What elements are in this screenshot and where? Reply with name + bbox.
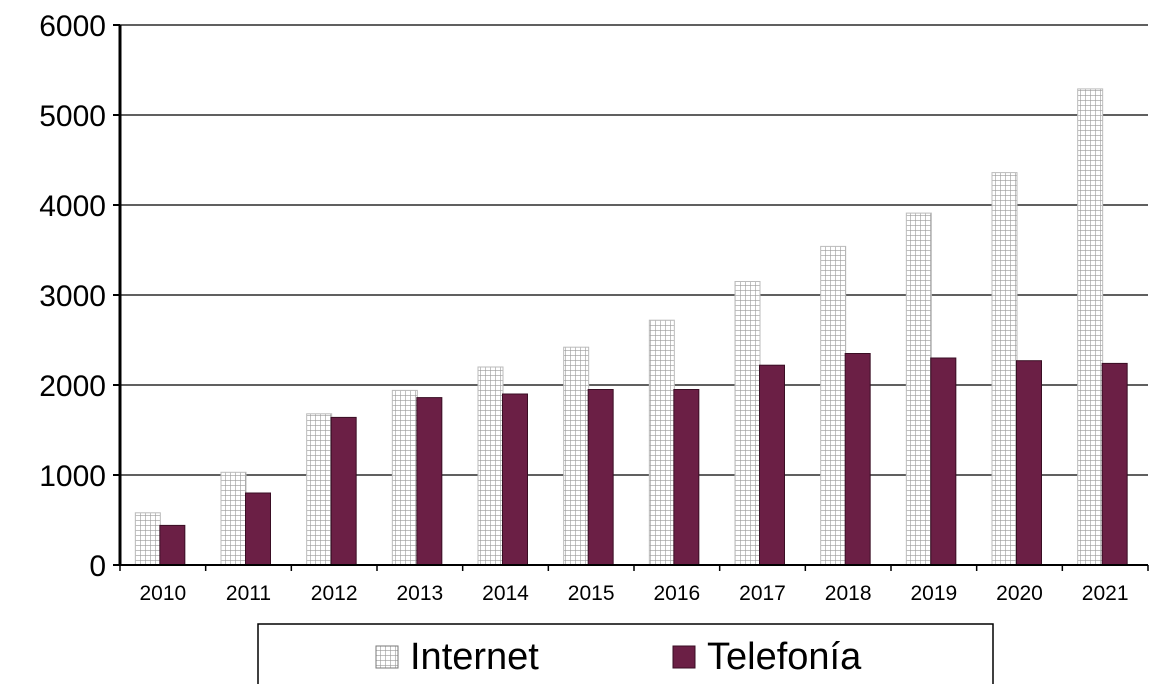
x-tick-label: 2020 — [996, 582, 1043, 605]
bar-telefona-2015 — [587, 389, 614, 566]
gridlines — [113, 24, 1148, 566]
y-tick-label: 0 — [89, 550, 106, 583]
bar-internet-2013 — [391, 389, 418, 566]
bar-internet-2012 — [306, 413, 333, 566]
bar-telefona-2016 — [673, 389, 700, 566]
x-tick-label: 2014 — [482, 582, 529, 605]
bar-internet-2015 — [563, 346, 590, 566]
y-tick-label: 4000 — [39, 190, 106, 223]
legend-swatch-internet — [375, 645, 399, 669]
x-tick-label: 2010 — [139, 582, 186, 605]
bar-internet-2011 — [220, 471, 247, 566]
x-tick-label: 2011 — [226, 582, 271, 605]
x-tick-label: 2017 — [739, 582, 786, 605]
x-tick-label: 2013 — [396, 582, 443, 605]
y-tick-label: 6000 — [39, 10, 106, 43]
x-tick-label: 2012 — [311, 582, 358, 605]
x-tick-label: 2015 — [568, 582, 615, 605]
bar-telefona-2012 — [330, 416, 357, 566]
bar-internet-2014 — [477, 366, 504, 566]
x-tick-label: 2018 — [825, 582, 872, 605]
bar-internet-2017 — [734, 281, 761, 566]
bar-internet-2018 — [820, 245, 847, 566]
legend-label-internet: Internet — [410, 636, 539, 678]
bar-telefona-2017 — [759, 364, 785, 566]
y-tick-label: 3000 — [39, 280, 106, 313]
legend-box — [257, 623, 994, 684]
x-tick-label: 2021 — [1082, 582, 1129, 605]
y-tick-labels: 0 1000 2000 3000 4000 5000 6000 — [39, 10, 106, 583]
bar-telefona-2010 — [159, 524, 186, 566]
y-tick-label: 5000 — [39, 100, 106, 133]
bar-internet-2020 — [991, 172, 1018, 566]
legend: Internet Telefonía — [257, 623, 994, 684]
bar-internet-2019 — [905, 212, 932, 566]
bar-telefona-2021 — [1101, 362, 1128, 566]
y-tick-label: 1000 — [39, 460, 106, 493]
bars — [134, 88, 1128, 566]
x-tick-labels: 2010 2011 2012 2013 2014 2015 2016 2017 2018 2019… — [139, 582, 1128, 605]
bar-internet-2016 — [648, 319, 675, 566]
x-tick-label: 2016 — [653, 582, 700, 605]
bar-telefona-2011 — [245, 492, 271, 566]
bar-telefona-2020 — [1016, 360, 1042, 566]
bar-telefona-2014 — [502, 393, 528, 566]
legend-label-telefonia: Telefonía — [707, 636, 862, 678]
bar-telefona-2018 — [844, 353, 871, 566]
axes — [118, 25, 1149, 571]
bar-telefona-2019 — [930, 357, 957, 566]
bar-internet-2010 — [134, 512, 161, 566]
legend-swatch-telefonia — [672, 645, 696, 669]
bar-telefona-2013 — [416, 397, 443, 566]
bar-internet-2021 — [1077, 88, 1104, 566]
x-tick-label: 2019 — [910, 582, 957, 605]
y-tick-label: 2000 — [39, 370, 106, 403]
